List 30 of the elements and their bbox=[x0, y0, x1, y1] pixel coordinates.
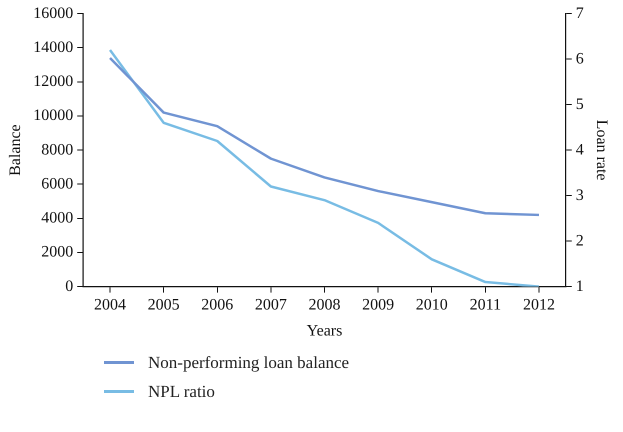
y2-tick-label: 1 bbox=[576, 278, 584, 295]
y2-tick-label: 2 bbox=[576, 232, 584, 250]
x-axis-title: Years bbox=[306, 322, 342, 340]
y-tick-label: 8000 bbox=[41, 141, 74, 158]
y-tick-label: 16000 bbox=[33, 4, 74, 22]
x-tick-label: 2009 bbox=[362, 296, 394, 314]
y-axis-title: Balance bbox=[6, 124, 24, 176]
y-tick-label: 6000 bbox=[41, 175, 74, 192]
legend-label: Non-performing loan balance bbox=[148, 352, 350, 372]
y2-tick-label: 5 bbox=[576, 96, 584, 113]
y2-tick-label: 3 bbox=[576, 186, 584, 204]
y-tick-label: 12000 bbox=[33, 73, 74, 90]
x-tick-label: 2005 bbox=[148, 296, 180, 314]
legend-label: NPL ratio bbox=[148, 382, 215, 402]
y-tick-label: 0 bbox=[65, 278, 74, 295]
x-tick-label: 2010 bbox=[416, 296, 448, 314]
y2-tick-label: 6 bbox=[576, 50, 584, 68]
y2-tick-label: 7 bbox=[576, 4, 584, 22]
x-tick-label: 2004 bbox=[94, 296, 126, 314]
x-tick-label: 2011 bbox=[470, 296, 502, 314]
y-tick-label: 10000 bbox=[33, 107, 74, 124]
y2-axis-title: Loan rate bbox=[593, 120, 610, 181]
y2-tick-label: 4 bbox=[576, 141, 584, 158]
x-tick-label: 2012 bbox=[522, 296, 555, 314]
x-tick-label: 2008 bbox=[308, 296, 340, 314]
x-tick-label: 2007 bbox=[254, 296, 287, 314]
x-tick-label: 2006 bbox=[201, 296, 234, 314]
y-tick-label: 2000 bbox=[41, 244, 74, 261]
y-tick-label: 4000 bbox=[41, 210, 74, 227]
y-tick-label: 14000 bbox=[33, 38, 74, 56]
